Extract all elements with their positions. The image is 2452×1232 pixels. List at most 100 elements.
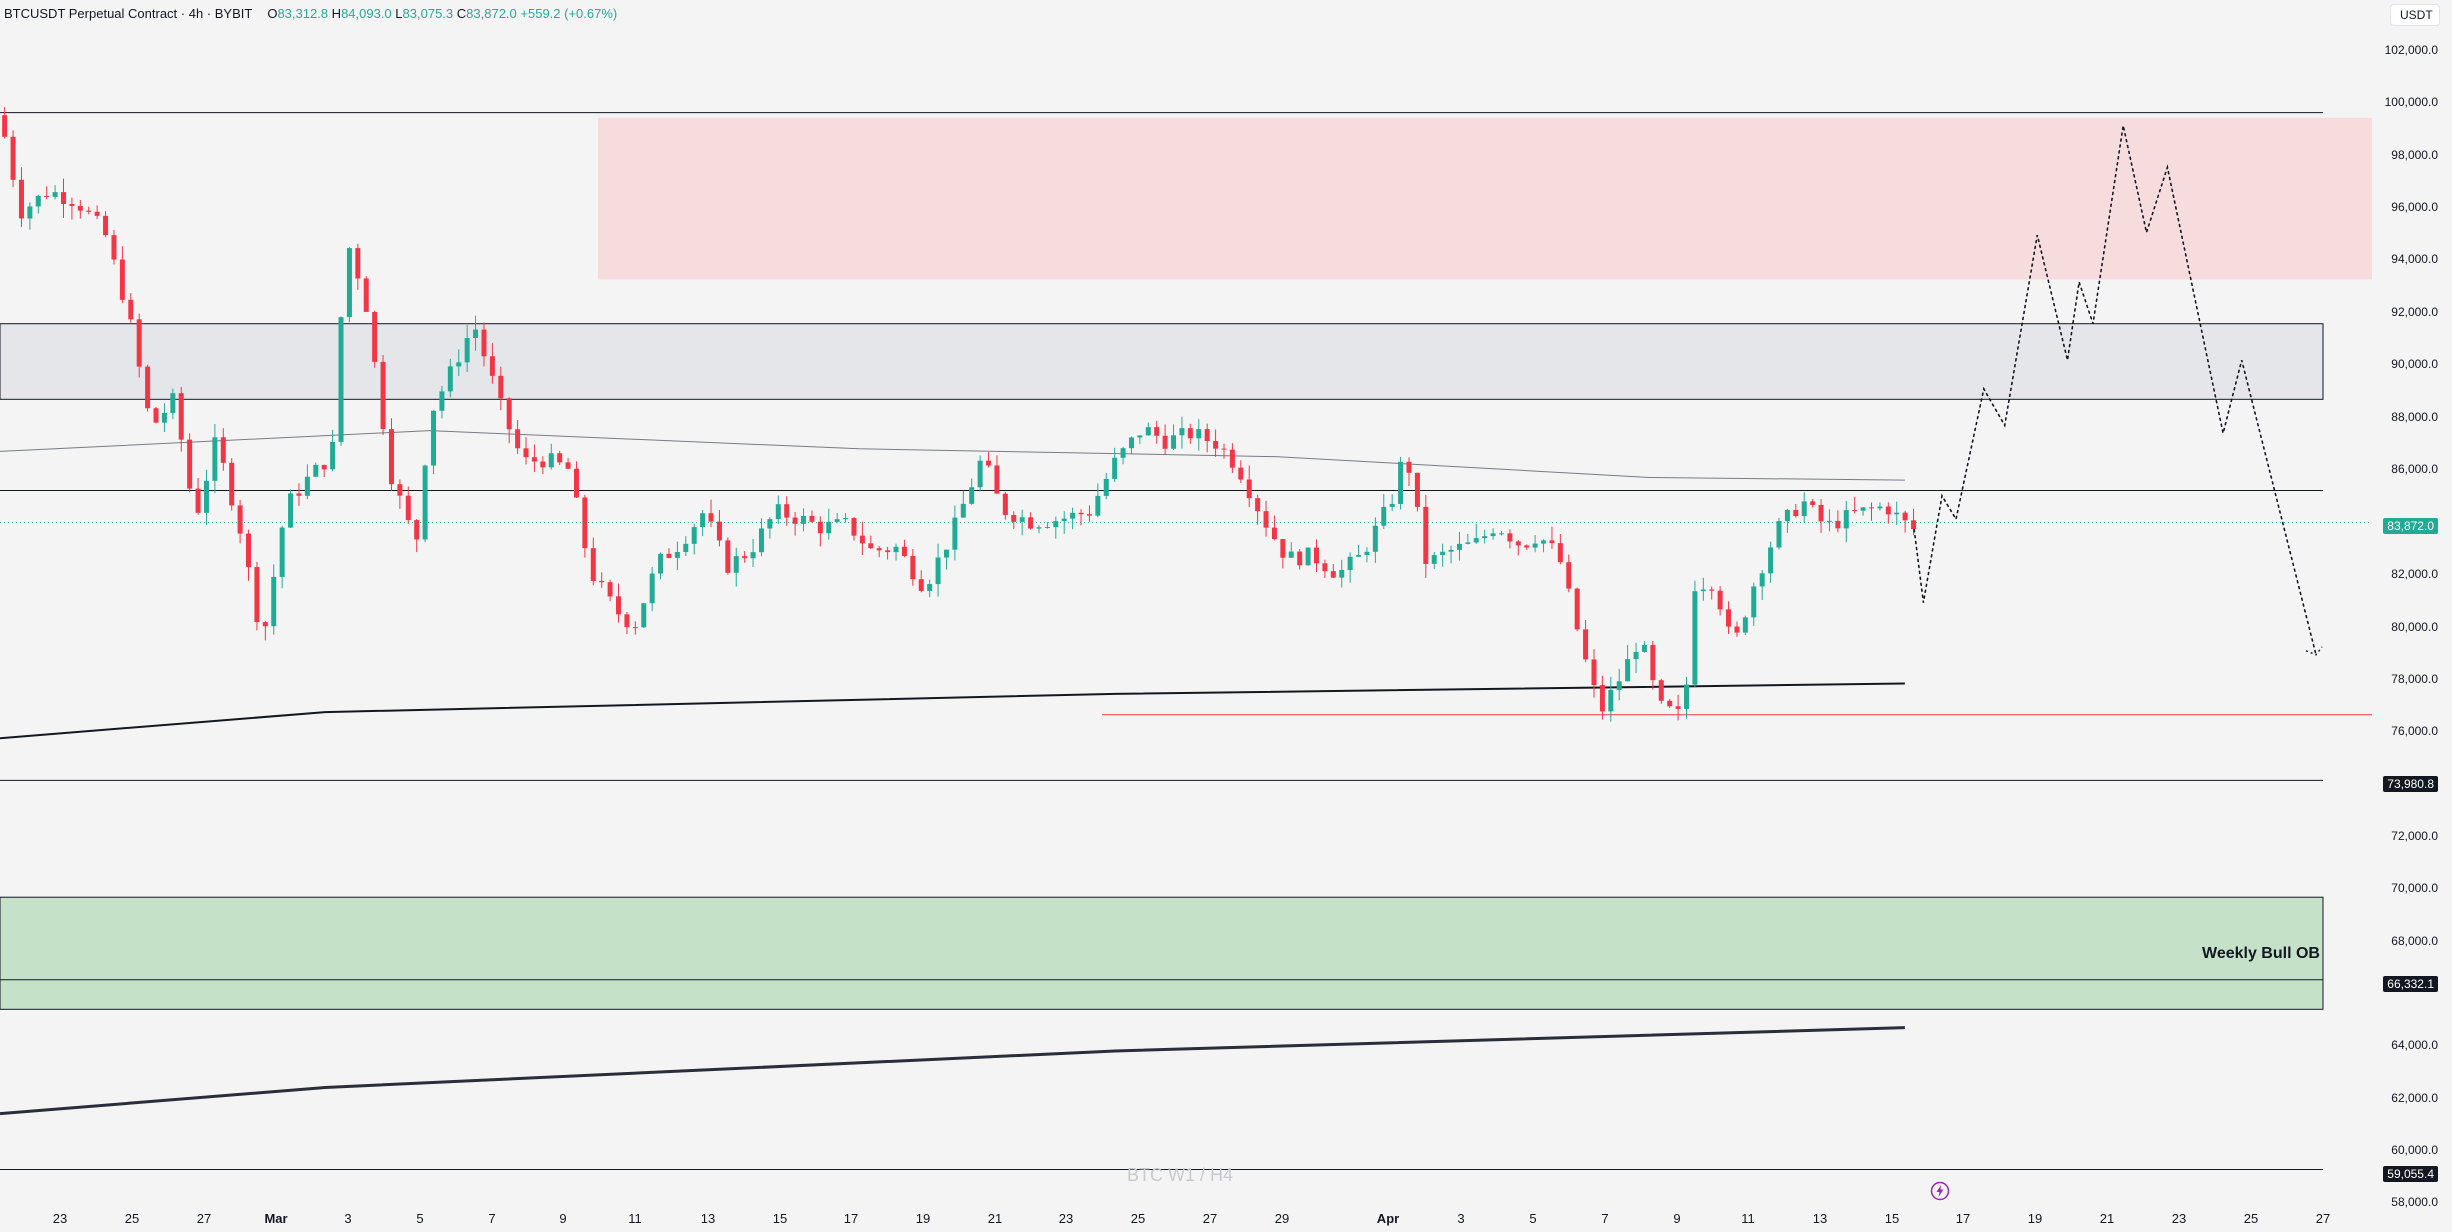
lightning-icon[interactable]	[1930, 1181, 1950, 1201]
currency-button[interactable]: USDT	[2390, 4, 2440, 26]
x-axis-label: 9	[559, 1211, 567, 1226]
bear-candle	[489, 356, 495, 376]
x-axis-label: 23	[52, 1211, 68, 1226]
x-axis-label: 5	[416, 1211, 424, 1226]
bear-candle	[254, 567, 260, 623]
bear-candle	[296, 493, 302, 496]
bull-candle	[212, 437, 218, 481]
bear-candle	[1810, 501, 1816, 505]
bull-candle	[1036, 527, 1042, 529]
bull-candle	[1364, 551, 1370, 556]
bull-candle	[1339, 569, 1345, 578]
bear-candle	[2, 115, 8, 137]
bear-candle	[1869, 507, 1875, 509]
high-value: 84,093.0	[341, 6, 392, 21]
bear-candle	[69, 204, 75, 206]
bear-candle	[1658, 680, 1664, 701]
bear-candle	[632, 627, 638, 629]
bear-candle	[1011, 514, 1017, 522]
bear-candle	[1709, 589, 1715, 591]
bear-candle	[1154, 427, 1160, 436]
bull-candle	[1196, 429, 1202, 439]
bull-candle	[1826, 520, 1832, 522]
x-axis-label: 13	[1812, 1211, 1828, 1226]
bear-candle	[10, 136, 16, 180]
bull-candle	[1019, 517, 1025, 522]
bull-candle	[1683, 684, 1689, 709]
bear-candle	[119, 259, 125, 300]
bull-candle	[52, 192, 58, 197]
x-axis-label: 21	[2099, 1211, 2115, 1226]
x-axis-label: 9	[1673, 1211, 1681, 1226]
bear-candle	[918, 579, 924, 591]
projection-arrowhead	[2305, 646, 2323, 656]
moving-averages-layer	[0, 430, 1905, 1116]
bear-candle	[1717, 590, 1723, 610]
bull-candle	[674, 552, 680, 558]
bull-candle	[1145, 427, 1151, 436]
bear-candle	[1238, 467, 1244, 480]
bear-candle	[380, 361, 386, 430]
bear-candle	[1557, 543, 1563, 563]
bull-candle	[1465, 542, 1471, 544]
x-axis-label: 19	[2027, 1211, 2043, 1226]
bear-candle	[153, 408, 159, 423]
bull-candle	[1171, 435, 1177, 449]
bull-candle	[1482, 536, 1488, 539]
bear-candle	[708, 513, 714, 522]
bear-candle	[1162, 435, 1168, 449]
moving-average-line	[0, 430, 1905, 481]
bull-candle	[1532, 543, 1538, 548]
bull-candle	[1070, 512, 1076, 519]
bear-candle	[1726, 609, 1732, 627]
bull-candle	[203, 480, 209, 513]
y-axis-label: 78,000.0	[2391, 672, 2438, 686]
symbol-header: BTCUSDT Perpetual Contract · 4h · BYBIT …	[4, 6, 617, 21]
bear-candle	[1574, 588, 1580, 630]
bull-candle	[431, 410, 437, 466]
bull-candle	[27, 206, 33, 219]
chart-watermark: BTC W1 / H4	[1127, 1165, 1234, 1185]
bear-candle	[582, 497, 588, 549]
bull-candle	[1759, 573, 1765, 587]
bear-candle	[531, 457, 537, 462]
bear-candle	[1406, 461, 1412, 473]
bull-candle	[1742, 617, 1748, 633]
bear-candle	[18, 179, 24, 219]
bull-candle	[1751, 586, 1757, 618]
bull-candle	[161, 412, 167, 423]
x-axis-label: 21	[987, 1211, 1003, 1226]
high-label: H	[331, 6, 342, 21]
bull-candle	[1625, 659, 1631, 682]
currency-label: USDT	[2400, 8, 2433, 22]
x-axis-label: 27	[2315, 1211, 2331, 1226]
bear-candle	[1524, 545, 1530, 548]
bull-candle	[447, 366, 453, 392]
bear-candle	[876, 548, 882, 551]
x-axis-label: 13	[700, 1211, 716, 1226]
bull-candle	[1398, 461, 1404, 504]
bear-candle	[1229, 449, 1235, 468]
bear-candle	[262, 622, 268, 627]
bull-candle	[700, 513, 706, 528]
weekly-bull-ob-label: Weekly Bull OB	[2202, 945, 2320, 962]
bull-candle	[893, 546, 899, 553]
x-axis-label: 27	[1202, 1211, 1218, 1226]
y-axis-label: 76,000.0	[2391, 724, 2438, 738]
bull-candle	[338, 317, 344, 442]
bull-candle	[548, 453, 554, 468]
bear-candle	[616, 596, 622, 615]
bull-candle	[1372, 525, 1378, 552]
bull-candle	[733, 556, 739, 573]
bear-candle	[792, 517, 798, 524]
bull-candle	[1053, 521, 1059, 528]
y-axis-label: 94,000.0	[2391, 252, 2438, 266]
projection-path	[1913, 125, 2317, 656]
y-axis-label: 102,000.0	[2384, 43, 2438, 57]
bull-candle	[826, 521, 832, 534]
bear-candle	[195, 488, 201, 513]
bear-candle	[1734, 626, 1740, 633]
bear-candle	[1322, 563, 1328, 572]
bull-candle	[969, 487, 975, 504]
